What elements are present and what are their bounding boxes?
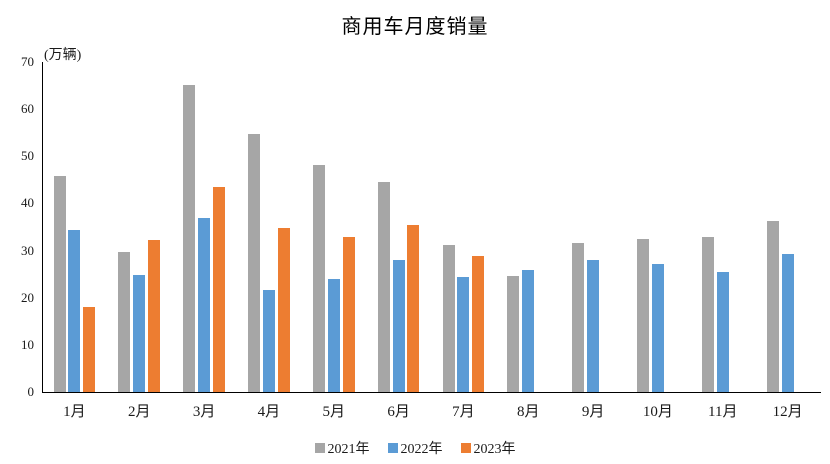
y-tick-label-20: 20 [21,289,34,305]
x-tick-label-4月: 4月 [257,404,281,420]
bar-2023年-5月 [342,236,355,392]
y-tick-label-10: 10 [21,336,34,352]
legend-label: 2022年 [400,442,443,457]
bar-2022年-5月 [327,279,340,392]
y-tick-label-30: 30 [21,242,34,258]
legend-item-2022年: 2022年 [387,438,443,458]
bar-2022年-6月 [392,259,405,392]
x-tick-label-2月: 2月 [127,404,151,420]
bar-2022年-7月 [457,276,470,392]
y-tick-label-0: 0 [27,384,35,399]
legend-label: 2021年 [327,442,370,457]
bar-2021年-12月 [766,220,779,392]
bar-2022年-2月 [133,274,146,392]
x-tick-label-7月: 7月 [452,404,475,420]
y-tick-label-40: 40 [21,195,34,211]
bar-2021年-6月 [377,182,390,392]
legend: 2021年 2022年 2023年 [0,438,830,458]
x-tick-label-10月: 10月 [642,404,673,420]
bar-2022年-4月 [262,290,275,392]
bar-2021年-8月 [507,275,520,392]
bar-2022年-1月 [68,229,81,392]
y-tick-label-50: 50 [21,148,34,164]
bar-2023年-6月 [407,224,420,392]
bar-2023年-7月 [472,256,485,392]
legend-swatch-icon [460,443,471,453]
x-tick-label-8月: 8月 [516,404,540,420]
chart-title: 商用车月度销量 [341,16,489,38]
bar-2021年-5月 [312,165,325,392]
bar-2022年-9月 [587,260,600,392]
bar-2021年-10月 [637,239,650,392]
legend-label: 2023年 [473,442,516,457]
bar-2021年-7月 [442,244,455,392]
y-axis-unit-label: (万辆) [44,48,82,63]
bar-2023年-3月 [212,186,225,392]
x-tick-label-5月: 5月 [322,404,345,420]
x-tick-label-12月: 12月 [772,404,803,420]
bar-2021年-9月 [572,243,585,392]
x-tick-label-6月: 6月 [387,404,410,420]
bar-2022年-11月 [716,272,729,392]
bar-2022年-12月 [781,254,794,392]
legend-swatch-icon [314,443,325,453]
x-tick-label-11月: 11月 [708,404,738,420]
x-tick-label-9月: 9月 [581,404,605,420]
legend-item-2021年: 2021年 [314,438,370,458]
bar-2021年-1月 [53,176,66,392]
x-tick-label-3月: 3月 [192,404,216,420]
y-tick-label-70: 70 [21,54,34,69]
bar-2023年-2月 [148,240,161,392]
bar-2022年-3月 [198,217,211,392]
bar-2021年-2月 [118,251,131,392]
bar-2023年-1月 [83,307,96,392]
bar-2021年-11月 [701,236,714,392]
y-tick-label-60: 60 [21,101,34,117]
bar-2021年-3月 [183,84,196,392]
bar-2022年-8月 [522,270,535,392]
legend-item-2023年: 2023年 [460,438,516,458]
plot-area [42,62,821,393]
bar-2021年-4月 [248,133,261,392]
bar-2023年-4月 [277,227,290,392]
legend-swatch-icon [387,443,398,453]
x-tick-label-1月: 1月 [63,404,86,420]
bar-2022年-10月 [651,263,664,392]
